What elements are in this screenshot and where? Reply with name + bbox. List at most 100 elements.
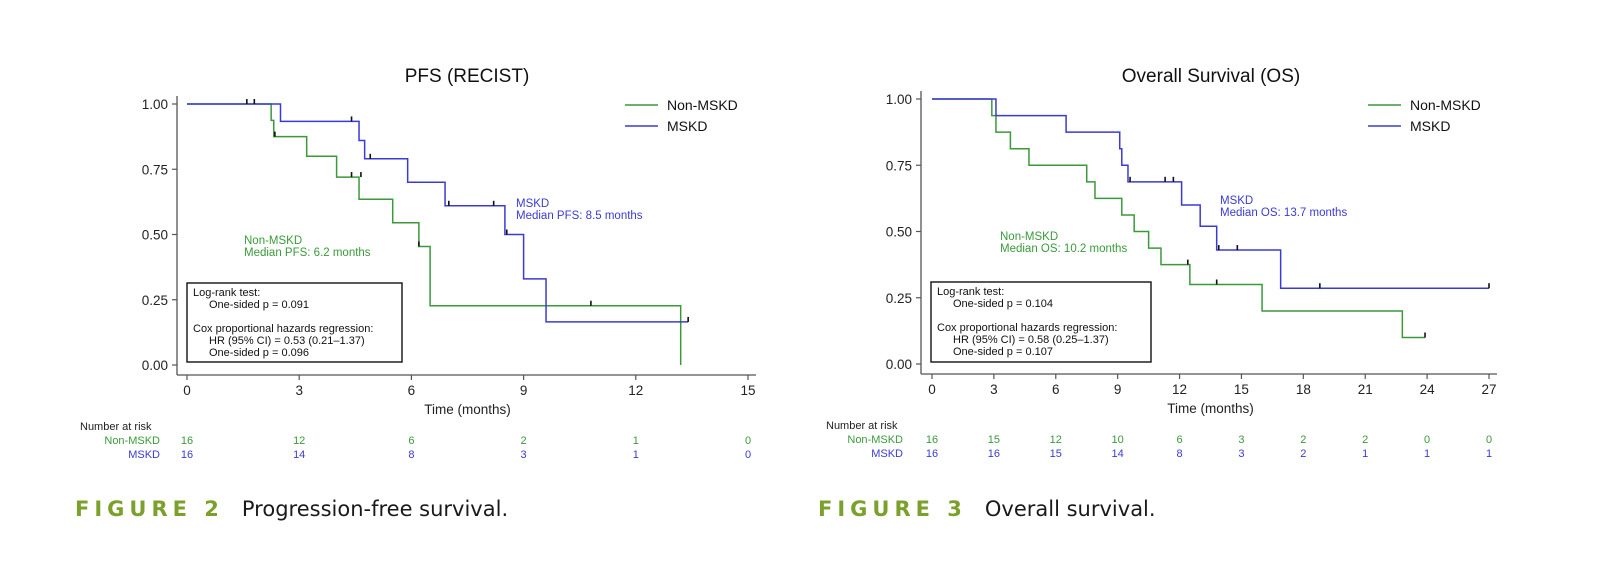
risk-value: 2 (1300, 434, 1306, 446)
risk-value: 2 (521, 435, 527, 447)
risk-value: 2 (1300, 448, 1306, 460)
risk-value: 14 (293, 449, 305, 461)
median-annotation-group: Non-MSKD (1000, 231, 1058, 243)
stats-box (930, 281, 1152, 363)
y-tick-label: 0.75 (886, 158, 912, 173)
legend-label: MSKD (1410, 118, 1450, 134)
median-annotation-group: MSKD (516, 198, 549, 210)
risk-value: 1 (633, 435, 639, 447)
km-curve-non-mskd (932, 98, 1426, 339)
risk-value: 16 (181, 435, 193, 447)
risk-value: 1 (633, 449, 639, 461)
legend-label: Non-MSKD (1410, 97, 1481, 113)
stats-text: Log-rank test: (193, 287, 260, 299)
y-tick-label: 0.00 (142, 358, 168, 373)
x-tick-label: 6 (408, 383, 416, 398)
x-tick-label: 3 (295, 383, 303, 398)
figure-2-text: Progression-free survival. (241, 497, 509, 521)
risk-row-label: Non-MSKD (104, 435, 160, 447)
risk-value: 3 (1238, 434, 1244, 446)
median-annotation-group: Non-MSKD (244, 235, 302, 247)
stats-text: One-sided p = 0.096 (209, 347, 309, 359)
x-tick-label: 9 (1114, 382, 1122, 397)
figure-3-text: Overall survival. (984, 497, 1156, 521)
risk-value: 1 (1362, 448, 1368, 460)
median-annotation-value: Median PFS: 8.5 months (516, 210, 643, 222)
y-tick-label: 0.25 (886, 291, 912, 306)
x-tick-label: 12 (628, 383, 643, 398)
risk-value: 3 (521, 449, 527, 461)
stats-text: HR (95% CI) = 0.53 (0.21–1.37) (209, 335, 365, 347)
risk-row-label: MSKD (871, 448, 903, 460)
median-annotation-value: Median PFS: 6.2 months (244, 247, 371, 259)
risk-table-title: Number at risk (80, 421, 152, 433)
x-tick-label: 6 (1052, 382, 1060, 397)
median-annotation-value: Median OS: 10.2 months (1000, 243, 1127, 255)
km-chart-pfs: PFS (RECIST)0.000.250.500.751.000 3 6 9 12 15… (80, 66, 756, 461)
y-tick-label: 0.50 (142, 228, 168, 243)
risk-value: 6 (408, 435, 414, 447)
risk-value: 14 (1112, 448, 1124, 460)
risk-value: 0 (745, 435, 751, 447)
km-curve-non-mskd (187, 103, 682, 365)
x-axis-label: Time (months) (1167, 401, 1254, 416)
median-annotation-group: MSKD (1220, 195, 1253, 207)
risk-value: 8 (408, 449, 414, 461)
risk-value: 0 (1486, 434, 1492, 446)
stats-text: Log-rank test: (937, 286, 1004, 298)
risk-value: 16 (926, 434, 938, 446)
risk-row-label: MSKD (128, 449, 160, 461)
x-axis-label: Time (months) (424, 402, 511, 417)
x-tick-label: 24 (1420, 382, 1436, 397)
x-tick-label: 12 (1172, 382, 1187, 397)
figure-3-caption: FIGURE 3 Overall survival. (818, 497, 1156, 521)
x-tick-label: 9 (520, 383, 528, 398)
figure-2-caption: FIGURE 2 Progression-free survival. (75, 497, 508, 521)
risk-table-title: Number at risk (826, 420, 898, 432)
x-tick-label: 15 (740, 383, 755, 398)
x-tick-label: 21 (1358, 382, 1373, 397)
median-annotation-value: Median OS: 13.7 months (1220, 207, 1347, 219)
risk-value: 8 (1176, 448, 1182, 460)
y-tick-label: 0.75 (142, 162, 168, 177)
y-tick-label: 1.00 (142, 97, 168, 112)
km-curve-mskd (187, 103, 689, 323)
stats-text: Cox proportional hazards regression: (193, 323, 373, 335)
x-tick-label: 27 (1481, 382, 1496, 397)
stats-text: One-sided p = 0.104 (953, 298, 1053, 310)
risk-value: 3 (1238, 448, 1244, 460)
stats-text: HR (95% CI) = 0.58 (0.25–1.37) (953, 334, 1109, 346)
figure-2-label: FIGURE 2 (75, 497, 224, 521)
chart-title: Overall Survival (OS) (1122, 66, 1300, 87)
risk-value: 15 (988, 434, 1000, 446)
risk-value: 1 (1424, 448, 1430, 460)
y-tick-label: 0.00 (886, 357, 912, 372)
legend-label: Non-MSKD (667, 97, 738, 113)
risk-value: 0 (1424, 434, 1430, 446)
risk-value: 6 (1176, 434, 1182, 446)
y-tick-label: 1.00 (886, 92, 912, 107)
risk-row-label: Non-MSKD (847, 434, 903, 446)
stats-text: One-sided p = 0.091 (209, 299, 309, 311)
risk-value: 12 (293, 435, 305, 447)
x-tick-label: 15 (1234, 382, 1249, 397)
risk-value: 16 (181, 449, 193, 461)
x-tick-label: 3 (990, 382, 998, 397)
risk-value: 12 (1050, 434, 1062, 446)
risk-value: 16 (926, 448, 938, 460)
risk-value: 2 (1362, 434, 1368, 446)
y-tick-label: 0.50 (886, 225, 912, 240)
legend-label: MSKD (667, 118, 707, 134)
risk-value: 1 (1486, 448, 1492, 460)
chart-title: PFS (RECIST) (405, 66, 530, 87)
risk-value: 15 (1050, 448, 1062, 460)
risk-value: 0 (745, 449, 751, 461)
y-tick-label: 0.25 (142, 293, 168, 308)
stats-text: Cox proportional hazards regression: (937, 322, 1117, 334)
figure-3-label: FIGURE 3 (818, 497, 967, 521)
km-chart-os: Overall Survival (OS) 0.00 0.25 0.50 0.75 1.0… (826, 66, 1497, 460)
risk-value: 16 (988, 448, 1000, 460)
stats-box (186, 282, 403, 363)
x-tick-label: 0 (928, 382, 936, 397)
